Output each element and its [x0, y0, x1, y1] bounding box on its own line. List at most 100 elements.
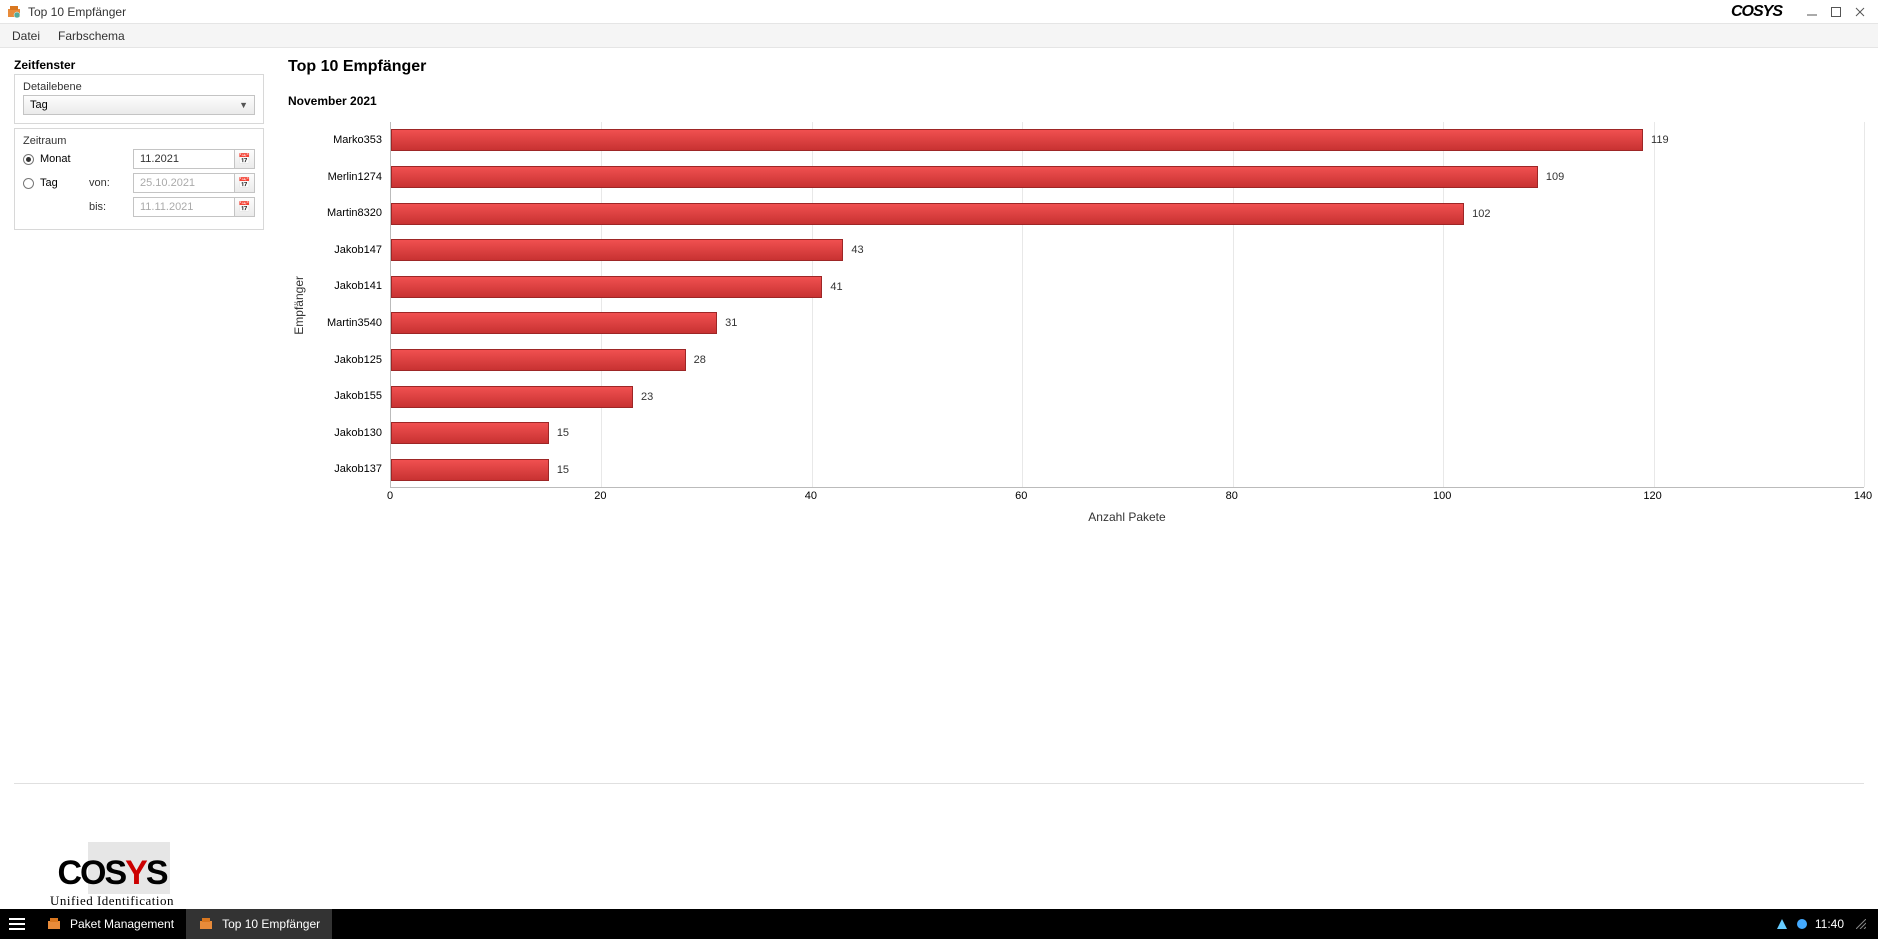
- bis-date-value: 11.11.2021: [134, 201, 234, 213]
- package-icon: [198, 916, 214, 932]
- x-tick-label: 40: [805, 490, 817, 502]
- x-tick-label: 0: [387, 490, 393, 502]
- brand-tagline: Unified Identification: [50, 893, 174, 909]
- taskbar-item-label: Paket Management: [70, 917, 174, 931]
- bar-value-label: 15: [557, 427, 569, 439]
- chart-title: Top 10 Empfänger: [288, 58, 1864, 76]
- menu-farbschema[interactable]: Farbschema: [58, 29, 125, 43]
- monat-radio-label: Monat: [40, 153, 71, 165]
- von-date-input[interactable]: 25.10.2021 📅: [133, 173, 255, 193]
- bar-value-label: 102: [1472, 208, 1490, 220]
- menu-datei[interactable]: Datei: [12, 29, 40, 43]
- x-tick-label: 140: [1854, 490, 1872, 502]
- minimize-button[interactable]: [1800, 2, 1824, 22]
- divider: [14, 783, 1864, 784]
- monat-date-value: 11.2021: [134, 153, 234, 165]
- von-date-value: 25.10.2021: [134, 177, 234, 189]
- bar: [391, 386, 633, 408]
- y-tick-label: Martin3540: [310, 305, 382, 342]
- taskbar-item[interactable]: Top 10 Empfänger: [186, 909, 332, 939]
- zeitraum-box: Zeitraum Monat 11.2021 📅 Tag von:: [14, 128, 264, 230]
- monat-date-input[interactable]: 11.2021 📅: [133, 149, 255, 169]
- taskbar-menu-button[interactable]: [0, 909, 34, 939]
- bar-value-label: 31: [725, 317, 737, 329]
- menubar: Datei Farbschema: [0, 24, 1878, 48]
- tray-icon-2[interactable]: [1795, 917, 1809, 931]
- chart: Empfänger Marko353Merlin1274Martin8320Ja…: [288, 122, 1864, 488]
- app-icon: [6, 4, 22, 20]
- bar: [391, 312, 717, 334]
- bar: [391, 349, 686, 371]
- bis-label: bis:: [89, 201, 125, 213]
- zeitraum-label: Zeitraum: [23, 135, 255, 147]
- bar: [391, 203, 1464, 225]
- bar-value-label: 23: [641, 391, 653, 403]
- plot-area: 119 109 102 43 41 31 28 23 15 15: [390, 122, 1864, 488]
- bar: [391, 459, 549, 481]
- calendar-icon[interactable]: 📅: [234, 174, 254, 192]
- package-icon: [46, 916, 62, 932]
- x-axis-ticks: 020406080100120140: [390, 488, 1863, 506]
- brand-logo-large: COSYS: [50, 854, 174, 893]
- maximize-button[interactable]: [1824, 2, 1848, 22]
- y-axis-title: Empfänger: [288, 276, 310, 335]
- chart-subtitle: November 2021: [288, 94, 1864, 108]
- content: Zeitfenster Detailebene Tag ▼ Zeitraum M…: [0, 48, 1878, 909]
- panel-title: Zeitfenster: [14, 58, 264, 72]
- bar: [391, 276, 822, 298]
- bis-date-input[interactable]: 11.11.2021 📅: [133, 197, 255, 217]
- tray-resize-grip-icon: [1854, 917, 1868, 931]
- y-tick-label: Jakob155: [310, 378, 382, 415]
- taskbar-item-label: Top 10 Empfänger: [222, 917, 320, 931]
- main-area: Top 10 Empfänger November 2021 Empfänger…: [288, 58, 1864, 899]
- y-tick-label: Jakob147: [310, 232, 382, 269]
- brand-logo-small: COSYS: [1731, 3, 1782, 21]
- bar: [391, 129, 1643, 151]
- bar-value-label: 119: [1651, 134, 1669, 146]
- bar-value-label: 43: [851, 244, 863, 256]
- tray-icon-1[interactable]: [1775, 917, 1789, 931]
- gridline: [1864, 122, 1865, 487]
- bar: [391, 166, 1538, 188]
- x-tick-label: 80: [1226, 490, 1238, 502]
- x-tick-label: 60: [1015, 490, 1027, 502]
- bar: [391, 239, 843, 261]
- taskbar-clock: 11:40: [1815, 917, 1844, 931]
- tag-radio[interactable]: [23, 178, 34, 189]
- bar-value-label: 109: [1546, 171, 1564, 183]
- monat-radio[interactable]: [23, 154, 34, 165]
- von-label: von:: [89, 177, 125, 189]
- titlebar: Top 10 Empfänger COSYS: [0, 0, 1878, 24]
- y-tick-label: Jakob125: [310, 342, 382, 379]
- chevron-down-icon: ▼: [239, 100, 248, 110]
- x-tick-label: 100: [1433, 490, 1451, 502]
- detailebene-box: Detailebene Tag ▼: [14, 74, 264, 124]
- detail-select-value: Tag: [30, 99, 48, 111]
- system-tray: 11:40: [1775, 917, 1878, 931]
- bar-value-label: 28: [694, 354, 706, 366]
- bar-value-label: 41: [830, 281, 842, 293]
- calendar-icon[interactable]: 📅: [234, 150, 254, 168]
- side-panel: Zeitfenster Detailebene Tag ▼ Zeitraum M…: [14, 58, 264, 899]
- y-axis-labels: Marko353Merlin1274Martin8320Jakob147Jako…: [310, 122, 390, 488]
- window-title: Top 10 Empfänger: [28, 5, 126, 19]
- gridline: [1654, 122, 1655, 487]
- detail-label: Detailebene: [23, 81, 255, 93]
- y-tick-label: Marko353: [310, 122, 382, 159]
- y-tick-label: Jakob130: [310, 415, 382, 452]
- y-tick-label: Merlin1274: [310, 159, 382, 196]
- y-tick-label: Jakob137: [310, 451, 382, 488]
- taskbar: Paket Management Top 10 Empfänger 11:40: [0, 909, 1878, 939]
- x-axis-title: Anzahl Pakete: [390, 510, 1864, 524]
- tag-radio-label: Tag: [40, 177, 58, 189]
- calendar-icon[interactable]: 📅: [234, 198, 254, 216]
- y-tick-label: Jakob141: [310, 268, 382, 305]
- taskbar-item[interactable]: Paket Management: [34, 909, 186, 939]
- x-tick-label: 120: [1643, 490, 1661, 502]
- y-tick-label: Martin8320: [310, 195, 382, 232]
- footer-logo: COSYS Unified Identification: [50, 854, 174, 909]
- bar-value-label: 15: [557, 464, 569, 476]
- close-button[interactable]: [1848, 2, 1872, 22]
- detail-select[interactable]: Tag ▼: [23, 95, 255, 115]
- x-tick-label: 20: [594, 490, 606, 502]
